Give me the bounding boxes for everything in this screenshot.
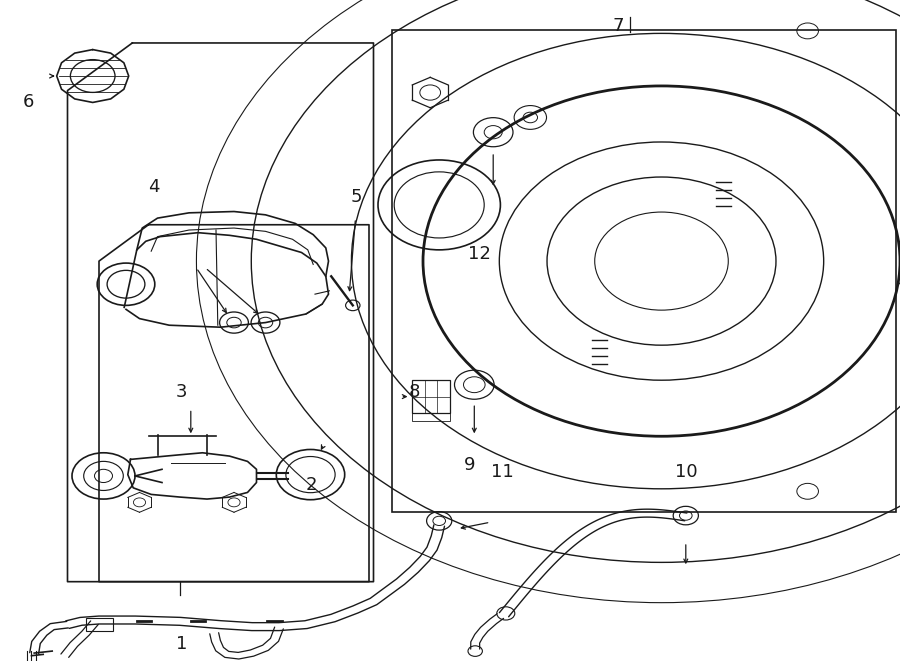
Text: 8: 8 [409, 383, 420, 401]
Text: 6: 6 [22, 93, 34, 110]
Text: 12: 12 [468, 245, 490, 262]
Text: 10: 10 [675, 463, 698, 481]
Text: 3: 3 [176, 383, 187, 401]
Text: 5: 5 [351, 188, 363, 206]
Text: 1: 1 [176, 635, 187, 652]
Bar [392, 30, 896, 512]
Bar [86, 618, 112, 631]
Text: 9: 9 [464, 456, 475, 474]
Bar [412, 413, 450, 421]
Text: 7: 7 [612, 17, 624, 34]
Bar [412, 380, 450, 413]
Text: 11: 11 [491, 463, 513, 481]
Text: 2: 2 [306, 476, 318, 494]
Text: 4: 4 [148, 178, 160, 196]
